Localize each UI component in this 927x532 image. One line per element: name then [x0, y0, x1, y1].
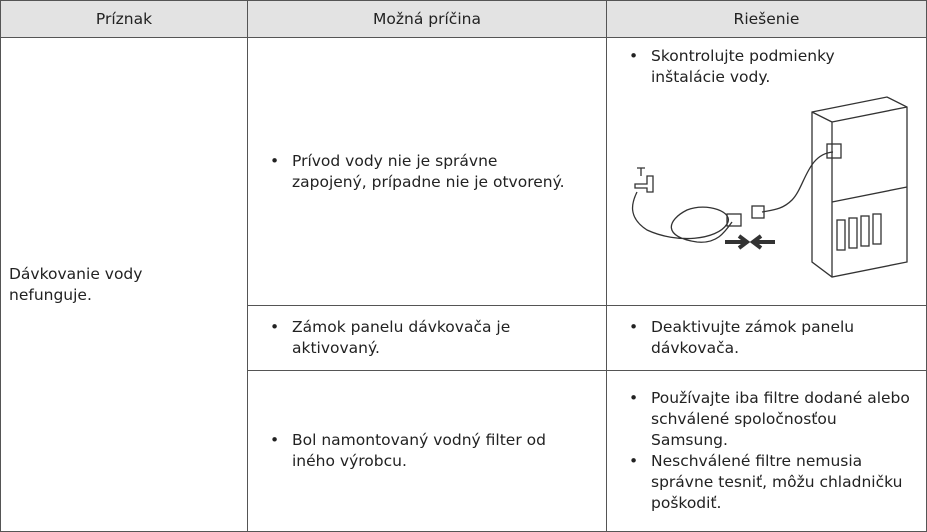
solution: Používajte iba filtre dodané alebo schvá…: [629, 388, 912, 451]
header-row: Príznak Možná príčina Riešenie: [0, 0, 927, 38]
solution: Skontrolujte podmienky inštalácie vody.: [629, 46, 912, 88]
row: Zámok panelu dávkovača je aktivovaný. De…: [1, 305, 927, 371]
cause: Zámok panelu dávkovača je aktivovaný.: [270, 317, 576, 359]
header-cell: Možná príčina: [247, 0, 607, 38]
cause-cell: Prívod vody nie je správne zapojený, prí…: [247, 37, 607, 306]
symptom: Dávkovanie vody nefunguje.: [9, 264, 143, 304]
cause-cell: Zámok panelu dávkovača je aktivovaný.: [247, 305, 607, 371]
cause: Prívod vody nie je správne zapojený, prí…: [270, 151, 576, 193]
cause-cell: Bol namontovaný vodný filter od iného vý…: [247, 370, 607, 532]
row: Bol namontovaný vodný filter od iného vý…: [1, 370, 927, 532]
header-cell: Riešenie: [606, 0, 927, 38]
solution-cell: Skontrolujte podmienky inštalácie vody.: [606, 37, 927, 306]
row: Dávkovanie vody nefunguje. Prívod vody n…: [0, 37, 927, 532]
water-connection-illustration: [631, 96, 908, 278]
solution-cell: Deaktivujte zámok panelu dávkovača.: [606, 305, 927, 371]
solution: Neschválené filtre nemusia správne tesni…: [629, 451, 912, 514]
cause: Bol namontovaný vodný filter od iného vý…: [270, 430, 576, 472]
symptom-cell: Dávkovanie vody nefunguje.: [0, 37, 248, 532]
solution: Deaktivujte zámok panelu dávkovača.: [629, 317, 912, 359]
header-cell: Príznak: [0, 0, 248, 38]
solution-cell: Používajte iba filtre dodané alebo schvá…: [606, 370, 927, 532]
